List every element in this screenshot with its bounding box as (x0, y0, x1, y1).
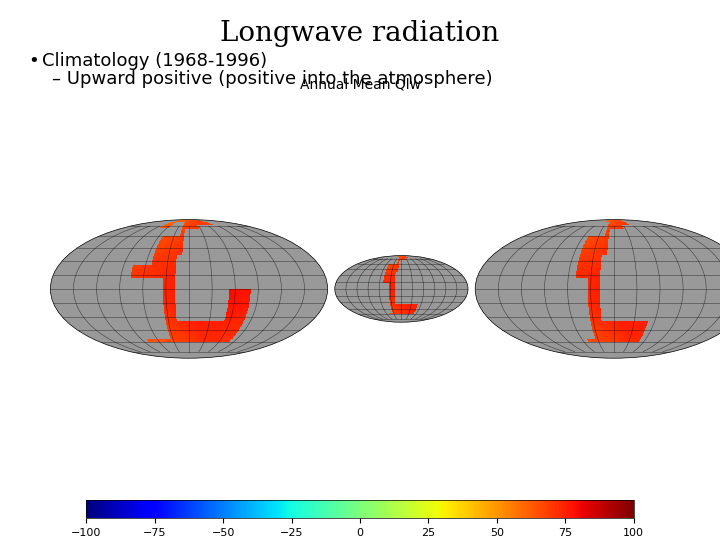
Text: – Upward positive (positive into the atmosphere): – Upward positive (positive into the atm… (52, 70, 492, 88)
Text: •: • (28, 52, 39, 70)
Text: Climatology (1968-1996): Climatology (1968-1996) (42, 52, 267, 70)
Text: Longwave radiation: Longwave radiation (220, 20, 500, 47)
Text: Annual Mean Qlw: Annual Mean Qlw (300, 78, 420, 92)
